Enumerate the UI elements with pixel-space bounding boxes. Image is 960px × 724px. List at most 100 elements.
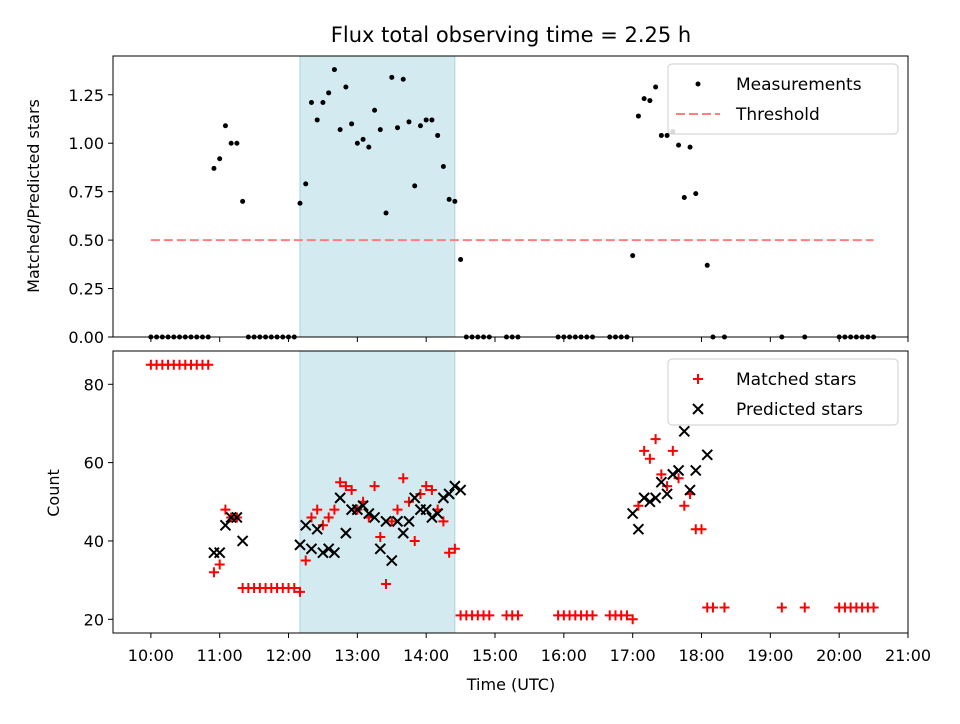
legend-item: Matched stars [693, 370, 856, 390]
matched-star-point [719, 602, 730, 613]
measurement-point [349, 121, 355, 127]
legend-item: Threshold [676, 105, 820, 125]
matched-star-point [656, 469, 667, 480]
measurement-point [658, 132, 664, 138]
legend-x-icon [692, 403, 704, 415]
predicted-star-point [317, 547, 329, 559]
matched-star-point [340, 481, 351, 492]
predicted-star-point [690, 464, 702, 477]
predicted-star-point [357, 500, 369, 512]
legend-item: Measurements [695, 75, 862, 95]
legend-label: Predicted stars [736, 400, 863, 420]
matched-star-point [799, 602, 810, 613]
matched-star-point [208, 567, 219, 578]
legend-label: Matched stars [736, 370, 856, 390]
measurement-point [446, 196, 452, 202]
measurement-point [366, 144, 372, 150]
matched-star-point [294, 586, 305, 597]
measurement-point [676, 142, 682, 148]
measurement-point [320, 100, 326, 106]
predicted-star-point [351, 503, 364, 516]
measurement-point [222, 123, 228, 129]
measurement-point [400, 76, 406, 82]
measurement-point [412, 183, 418, 189]
matched-star-point [415, 488, 426, 499]
highlight-span [299, 55, 456, 338]
measurement-point [331, 67, 337, 73]
y-tick-label: 0.25 [68, 280, 104, 299]
measurement-point [297, 200, 303, 206]
measurement-point [630, 253, 636, 259]
matched-star-point [317, 520, 328, 531]
y-tick-label: 60 [84, 454, 104, 473]
predicted-star-point [655, 476, 668, 488]
measurement-point [693, 191, 699, 197]
y-tick-label: 1.00 [68, 134, 104, 153]
matched-star-point [662, 481, 673, 492]
predicted-star-point [236, 535, 249, 547]
matched-star-point [214, 559, 225, 570]
top-panel: 0.00 0.25 0.50 0.75 1.00 1.25 Measurements Thre… [68, 55, 909, 347]
matched-star-point [776, 602, 787, 613]
predicted-star-point [231, 511, 243, 524]
measurement-point [389, 74, 395, 80]
measurement-point [211, 165, 217, 171]
chart-title: Flux total observing time = 2.25 h [331, 23, 691, 47]
measurement-point [337, 127, 343, 133]
measurement-point [303, 181, 309, 187]
x-tick-label: 19:00 [747, 646, 793, 665]
predicted-star-point [437, 492, 450, 504]
matched-star-point [426, 485, 437, 496]
measurement-point [314, 117, 320, 123]
y-tick-label: 40 [84, 532, 104, 551]
predicted-star-point [431, 507, 444, 520]
matched-star-point [335, 477, 346, 488]
measurement-point [240, 198, 246, 204]
predicted-star-point [667, 468, 679, 481]
y-tick-label: 1.25 [68, 86, 104, 105]
matched-star-point [306, 512, 317, 523]
measurement-point [635, 113, 641, 119]
x-tick-label: 18:00 [678, 646, 724, 665]
plot-area [145, 359, 879, 625]
matched-star-point [323, 512, 334, 523]
matched-star-point [621, 610, 632, 621]
matched-star-point [300, 555, 311, 566]
predicted-star-point [391, 515, 404, 528]
predicted-star-point [426, 511, 438, 524]
predicted-star-point [219, 519, 232, 531]
measurement-point [406, 119, 412, 125]
matched-star-point [587, 610, 598, 621]
matched-star-point [421, 481, 432, 492]
matched-star-point [386, 516, 397, 527]
legend: Matched stars Predicted stars [667, 358, 899, 426]
matched-star-point [679, 500, 690, 511]
predicted-star-point [363, 507, 375, 520]
matched-star-point [203, 359, 214, 370]
matched-star-point [403, 496, 414, 507]
predicted-star-point [213, 547, 226, 559]
measurement-point [429, 117, 435, 123]
x-tick-label: 12:00 [265, 646, 311, 665]
predicted-star-point [449, 480, 461, 492]
predicted-star-point [684, 484, 696, 496]
x-axis-label: Time (UTC) [466, 675, 555, 694]
legend-box [667, 63, 899, 135]
y-tick-label: 0.00 [68, 328, 104, 347]
predicted-star-point [701, 449, 713, 461]
predicted-star-point [386, 554, 398, 567]
matched-star-point [438, 516, 449, 527]
matched-star-point [627, 614, 638, 625]
axes-frame [112, 55, 909, 338]
legend-plus-icon [693, 374, 703, 384]
measurement-point [377, 127, 383, 133]
measurement-point [704, 262, 710, 268]
matched-star-point [346, 485, 357, 496]
matched-star-point [667, 445, 678, 456]
matched-star-point [673, 473, 684, 484]
matched-star-point [369, 481, 380, 492]
matched-star-point [398, 473, 409, 484]
x-tick-label: 11:00 [197, 646, 243, 665]
measurement-point [664, 132, 670, 138]
